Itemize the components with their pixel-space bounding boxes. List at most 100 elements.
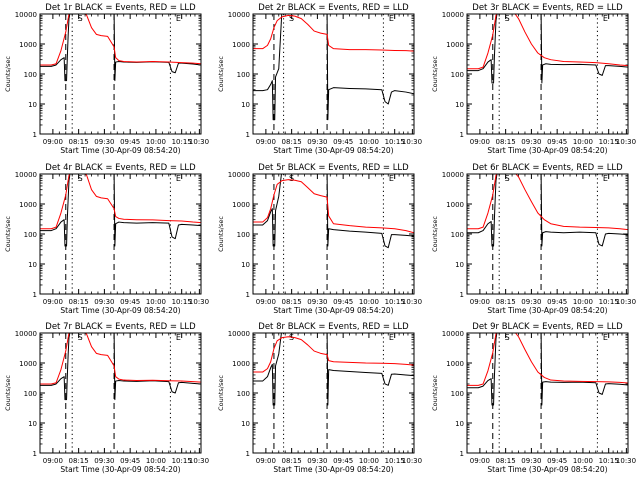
y-tick-label: 1 xyxy=(33,131,37,139)
x-tick-label: 09:00 xyxy=(470,457,490,465)
y-tick-label: 1 xyxy=(33,450,37,458)
time-marker-label: E xyxy=(603,14,608,23)
x-tick-label: 10:15 xyxy=(599,298,619,306)
lld-series-line xyxy=(253,336,414,373)
chart-panel-9: Det 9r BLACK = Events, RED = LLD Counts/s… xyxy=(431,322,636,474)
x-tick-label: 10:15 xyxy=(385,298,405,306)
x-tick-label: 08:15 xyxy=(69,457,89,465)
x-tick-label: 09:45 xyxy=(547,457,567,465)
chart-panel-5: Det 5r BLACK = Events, RED = LLD Counts/s… xyxy=(217,163,422,315)
x-tick-label: 08:15 xyxy=(282,457,302,465)
time-marker-label: S xyxy=(78,14,83,23)
y-tick-label: 10000 xyxy=(228,171,250,179)
y-tick-label: 1 xyxy=(246,450,250,458)
x-tick-label: 08:15 xyxy=(496,298,516,306)
y-tick-label: 10000 xyxy=(15,11,37,19)
plot-frame xyxy=(466,13,629,135)
y-tick-label: 100 xyxy=(24,231,37,239)
x-tick-label: 08:15 xyxy=(282,298,302,306)
chart-title: Det 5r BLACK = Events, RED = LLD xyxy=(258,163,409,173)
y-tick-label: 1000 xyxy=(446,201,464,209)
y-tick-label: 10000 xyxy=(228,330,250,338)
lld-series-line xyxy=(467,174,628,231)
x-tick-label: 09:30 xyxy=(94,457,114,465)
plot-frame xyxy=(466,332,629,454)
chart-panel-2: Det 2r BLACK = Events, RED = LLD Counts/s… xyxy=(217,3,422,155)
x-tick-label: 09:00 xyxy=(256,298,276,306)
lld-series-line xyxy=(467,333,628,386)
y-tick-label: 10000 xyxy=(442,171,464,179)
y-tick-label: 1 xyxy=(33,291,37,299)
y-tick-label: 10 xyxy=(455,101,464,109)
chart-panel-8: Det 8r BLACK = Events, RED = LLD Counts/s… xyxy=(217,322,422,474)
x-tick-label: 08:15 xyxy=(69,298,89,306)
x-tick-label: 10:00 xyxy=(359,298,379,306)
lld-series-line xyxy=(467,14,628,70)
y-tick-label: 1 xyxy=(460,131,464,139)
y-tick-label: 100 xyxy=(237,71,250,79)
y-tick-label: 1000 xyxy=(19,201,37,209)
lld-series-line xyxy=(40,14,201,66)
x-tick-label: 10:15 xyxy=(599,457,619,465)
chart-panel-7: Det 7r BLACK = Events, RED = LLD Counts/s… xyxy=(4,322,209,474)
y-tick-label: 10000 xyxy=(442,330,464,338)
time-marker-label: S xyxy=(505,174,510,183)
x-tick-label: 09:45 xyxy=(333,298,353,306)
y-axis-label: Counts/sec xyxy=(431,56,439,92)
x-tick-label: 09:00 xyxy=(43,298,63,306)
x-tick-label: 10:15 xyxy=(599,138,619,146)
time-marker-label: E xyxy=(603,333,608,342)
y-tick-label: 10000 xyxy=(442,11,464,19)
y-tick-label: 1 xyxy=(460,450,464,458)
y-tick-label: 10 xyxy=(28,261,37,269)
x-tick-label: 09:30 xyxy=(307,298,327,306)
x-tick-label-last: 10:30 xyxy=(616,298,636,306)
x-tick-label: 09:00 xyxy=(470,298,490,306)
x-tick-label-last: 10:30 xyxy=(616,138,636,146)
y-tick-label: 1000 xyxy=(446,360,464,368)
lld-series-line xyxy=(253,14,414,52)
x-tick-label: 09:00 xyxy=(43,138,63,146)
chart-panel-6: Det 6r BLACK = Events, RED = LLD Counts/s… xyxy=(431,163,636,315)
chart-title: Det 1r BLACK = Events, RED = LLD xyxy=(45,3,196,13)
x-tick-label: 09:45 xyxy=(547,138,567,146)
y-tick-label: 100 xyxy=(451,231,464,239)
x-tick-label: 09:00 xyxy=(470,138,490,146)
x-tick-label: 09:30 xyxy=(521,298,541,306)
x-tick-label: 10:00 xyxy=(359,457,379,465)
events-series-line xyxy=(40,333,201,401)
x-tick-label-last: 10:30 xyxy=(189,457,209,465)
x-tick-label: 10:15 xyxy=(385,457,405,465)
x-tick-label: 08:15 xyxy=(69,138,89,146)
lld-series-line xyxy=(40,333,201,385)
x-tick-label: 10:00 xyxy=(359,138,379,146)
x-tick-label: 09:00 xyxy=(256,138,276,146)
x-axis-label: Start Time (30-Apr-09 08:54:20) xyxy=(60,306,180,315)
time-marker-label: S xyxy=(505,14,510,23)
x-tick-label: 10:00 xyxy=(146,138,166,146)
y-tick-label: 10000 xyxy=(228,11,250,19)
x-axis-label: Start Time (30-Apr-09 08:54:20) xyxy=(487,306,607,315)
time-marker-label: E xyxy=(389,333,394,342)
y-axis-label: Counts/sec xyxy=(431,216,439,252)
x-tick-label: 09:45 xyxy=(120,298,140,306)
y-tick-label: 10 xyxy=(241,261,250,269)
chart-title: Det 9r BLACK = Events, RED = LLD xyxy=(472,322,623,332)
x-axis-label: Start Time (30-Apr-09 08:54:20) xyxy=(273,465,393,474)
x-tick-label: 09:30 xyxy=(307,457,327,465)
x-tick-label: 09:45 xyxy=(120,138,140,146)
x-tick-label: 10:00 xyxy=(573,138,593,146)
x-tick-label: 10:00 xyxy=(146,457,166,465)
y-tick-label: 10 xyxy=(28,101,37,109)
events-series-line xyxy=(467,333,628,406)
time-marker-label: E xyxy=(389,14,394,23)
y-axis-label: Counts/sec xyxy=(217,56,225,92)
y-tick-label: 1000 xyxy=(232,41,250,49)
chart-title: Det 4r BLACK = Events, RED = LLD xyxy=(45,163,196,173)
lld-series-line xyxy=(40,174,201,230)
time-marker-label: E xyxy=(176,333,181,342)
time-marker-label: E xyxy=(603,174,608,183)
events-series-line xyxy=(253,174,414,249)
x-tick-label-last: 10:30 xyxy=(189,298,209,306)
y-axis-label: Counts/sec xyxy=(4,375,12,411)
